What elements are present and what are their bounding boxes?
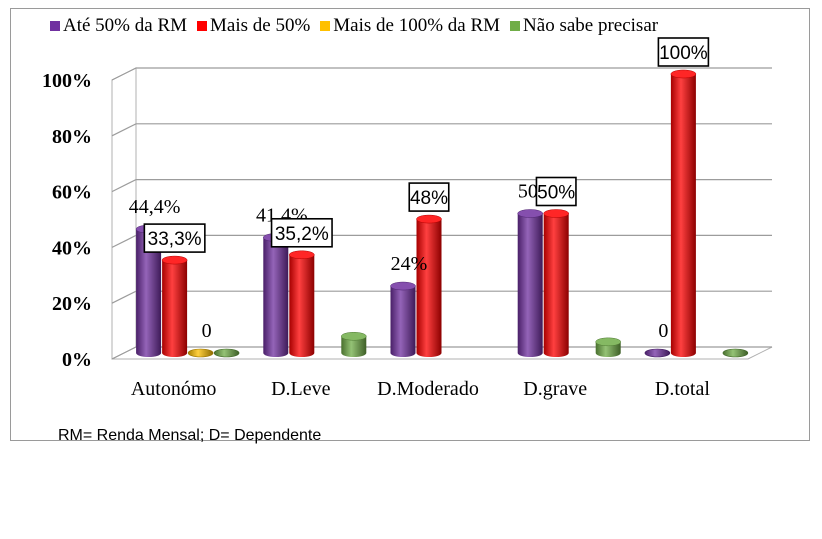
- data-label: 0: [658, 320, 668, 342]
- legend-swatch: [320, 21, 331, 31]
- legend-label: Até 50% da RM: [63, 15, 188, 36]
- x-tick-label: D.Moderado: [377, 378, 479, 400]
- gridline: [111, 123, 772, 137]
- legend-swatch: [510, 21, 521, 31]
- legend-label: Mais de 50%: [210, 15, 311, 36]
- bar-top: [289, 250, 315, 260]
- x-tick-label: D.Leve: [271, 378, 331, 400]
- y-tick-label: 100%: [42, 70, 92, 92]
- bar: [213, 348, 240, 358]
- y-tick-label: 0%: [62, 349, 92, 371]
- legend-swatch: [50, 21, 60, 31]
- bar: [416, 219, 442, 357]
- bar-top: [161, 255, 188, 265]
- data-label: 24%: [391, 253, 428, 275]
- legend-label: Mais de 100% da RM: [333, 15, 501, 36]
- bar-top: [390, 281, 416, 291]
- x-tick-label: D.total: [655, 378, 710, 400]
- bar: [543, 213, 569, 357]
- bar: [289, 254, 315, 357]
- bar: [670, 74, 696, 357]
- y-tick-label: 20%: [52, 293, 92, 315]
- data-label: 50%: [537, 183, 575, 204]
- bar: [341, 336, 367, 357]
- data-label-box: [143, 223, 206, 253]
- legend-label: Não sabe precisar: [523, 15, 659, 36]
- y-tick-label: 80%: [52, 126, 92, 148]
- gridline: [111, 67, 772, 81]
- footnote: RM= Renda Mensal; D= Dependente: [58, 427, 322, 444]
- data-label: 33,3%: [148, 229, 202, 250]
- bar-top: [595, 337, 621, 347]
- data-label: 100%: [659, 43, 708, 64]
- legend-item-1: Mais de 50%: [197, 15, 310, 37]
- legend-item-3: Não sabe precisar: [510, 15, 658, 37]
- data-label-box: [535, 176, 577, 207]
- bar: [595, 341, 621, 357]
- data-label: 0: [202, 320, 212, 342]
- x-tick-label: D.grave: [523, 378, 587, 400]
- data-label-box: [270, 217, 333, 248]
- x-tick-label: Autonómo: [131, 378, 217, 400]
- bar: [136, 229, 162, 357]
- bar-top: [416, 214, 442, 224]
- data-label-box: [657, 37, 710, 67]
- bar: [162, 260, 188, 357]
- bar: [644, 348, 671, 358]
- bar-top: [517, 209, 543, 218]
- data-label: 48%: [410, 188, 448, 209]
- bar: [187, 348, 214, 358]
- bar-top: [341, 332, 367, 341]
- y-tick-label: 60%: [52, 182, 92, 204]
- bar: [517, 213, 543, 357]
- data-label-box: [408, 182, 450, 212]
- chart-legend: Até 50% da RM Mais de 50% Mais de 100% da …: [50, 14, 790, 38]
- bar: [390, 286, 416, 357]
- y-tick-label: 40%: [52, 237, 92, 259]
- bar: [722, 348, 749, 358]
- data-label: 44,4%: [129, 196, 181, 218]
- bar-top: [670, 69, 697, 79]
- legend-item-0: Até 50% da RM: [50, 15, 187, 37]
- bar: [263, 237, 289, 357]
- legend-item-2: Mais de 100% da RM: [320, 15, 500, 37]
- legend-swatch: [197, 21, 208, 31]
- bar-top: [543, 209, 569, 218]
- data-label: 35,2%: [275, 224, 329, 245]
